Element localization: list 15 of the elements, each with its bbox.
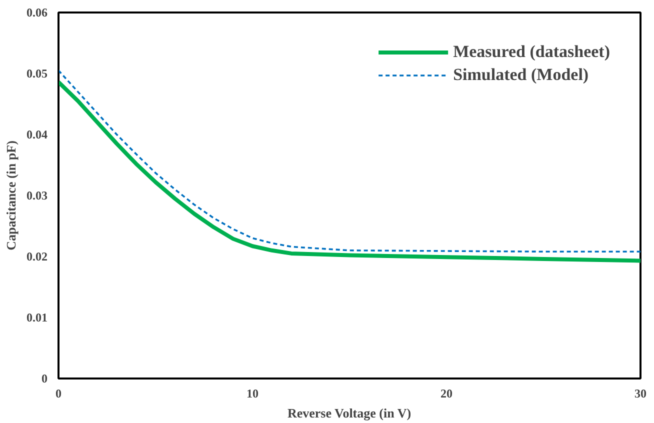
- x-tick-label: 10: [246, 386, 258, 400]
- y-tick-label: 0.04: [26, 128, 48, 142]
- legend-label: Measured (datasheet): [453, 42, 610, 62]
- legend-label: Simulated (Model): [453, 65, 589, 85]
- x-tick-label: 20: [440, 386, 452, 400]
- y-tick-label: 0.01: [26, 310, 48, 324]
- y-tick-label: 0.02: [26, 250, 48, 264]
- y-tick-label: 0.06: [26, 6, 48, 20]
- x-axis-title: Reverse Voltage (in V): [287, 406, 412, 420]
- y-tick-label: 0.03: [26, 188, 48, 202]
- x-tick-label: 30: [634, 386, 646, 400]
- x-tick-label: 0: [56, 386, 62, 400]
- y-axis-title: Capacitance (in pF): [4, 140, 18, 250]
- y-tick-label: 0.05: [26, 66, 48, 80]
- y-tick-label: 0: [42, 372, 48, 386]
